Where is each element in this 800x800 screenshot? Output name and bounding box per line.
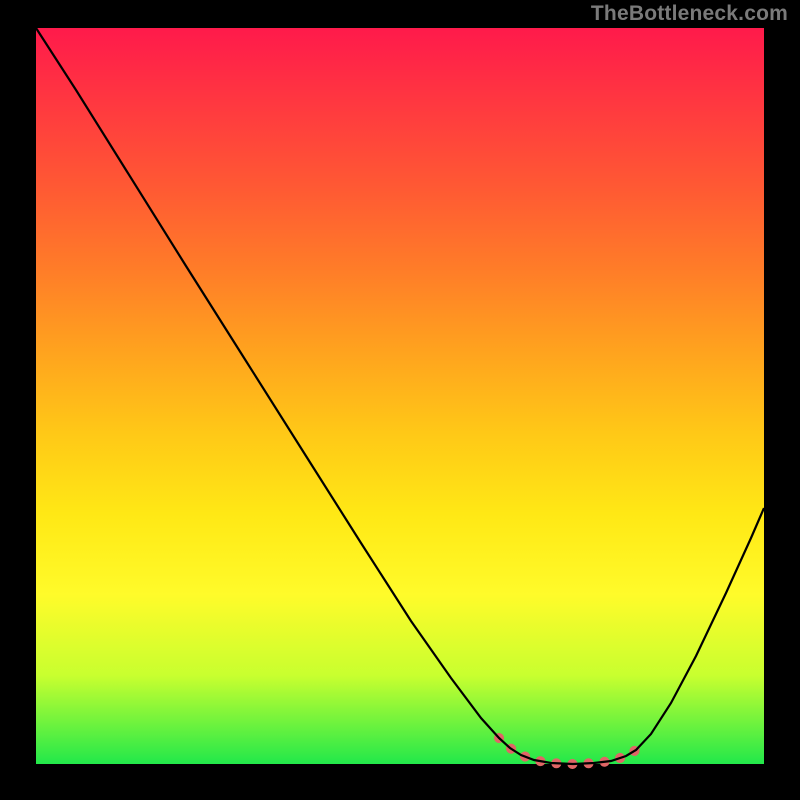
main-curve xyxy=(36,28,764,764)
watermark-text: TheBottleneck.com xyxy=(591,2,788,26)
chart-frame: TheBottleneck.com xyxy=(0,0,800,800)
curve-layer xyxy=(36,28,764,764)
plot-area xyxy=(36,28,764,764)
